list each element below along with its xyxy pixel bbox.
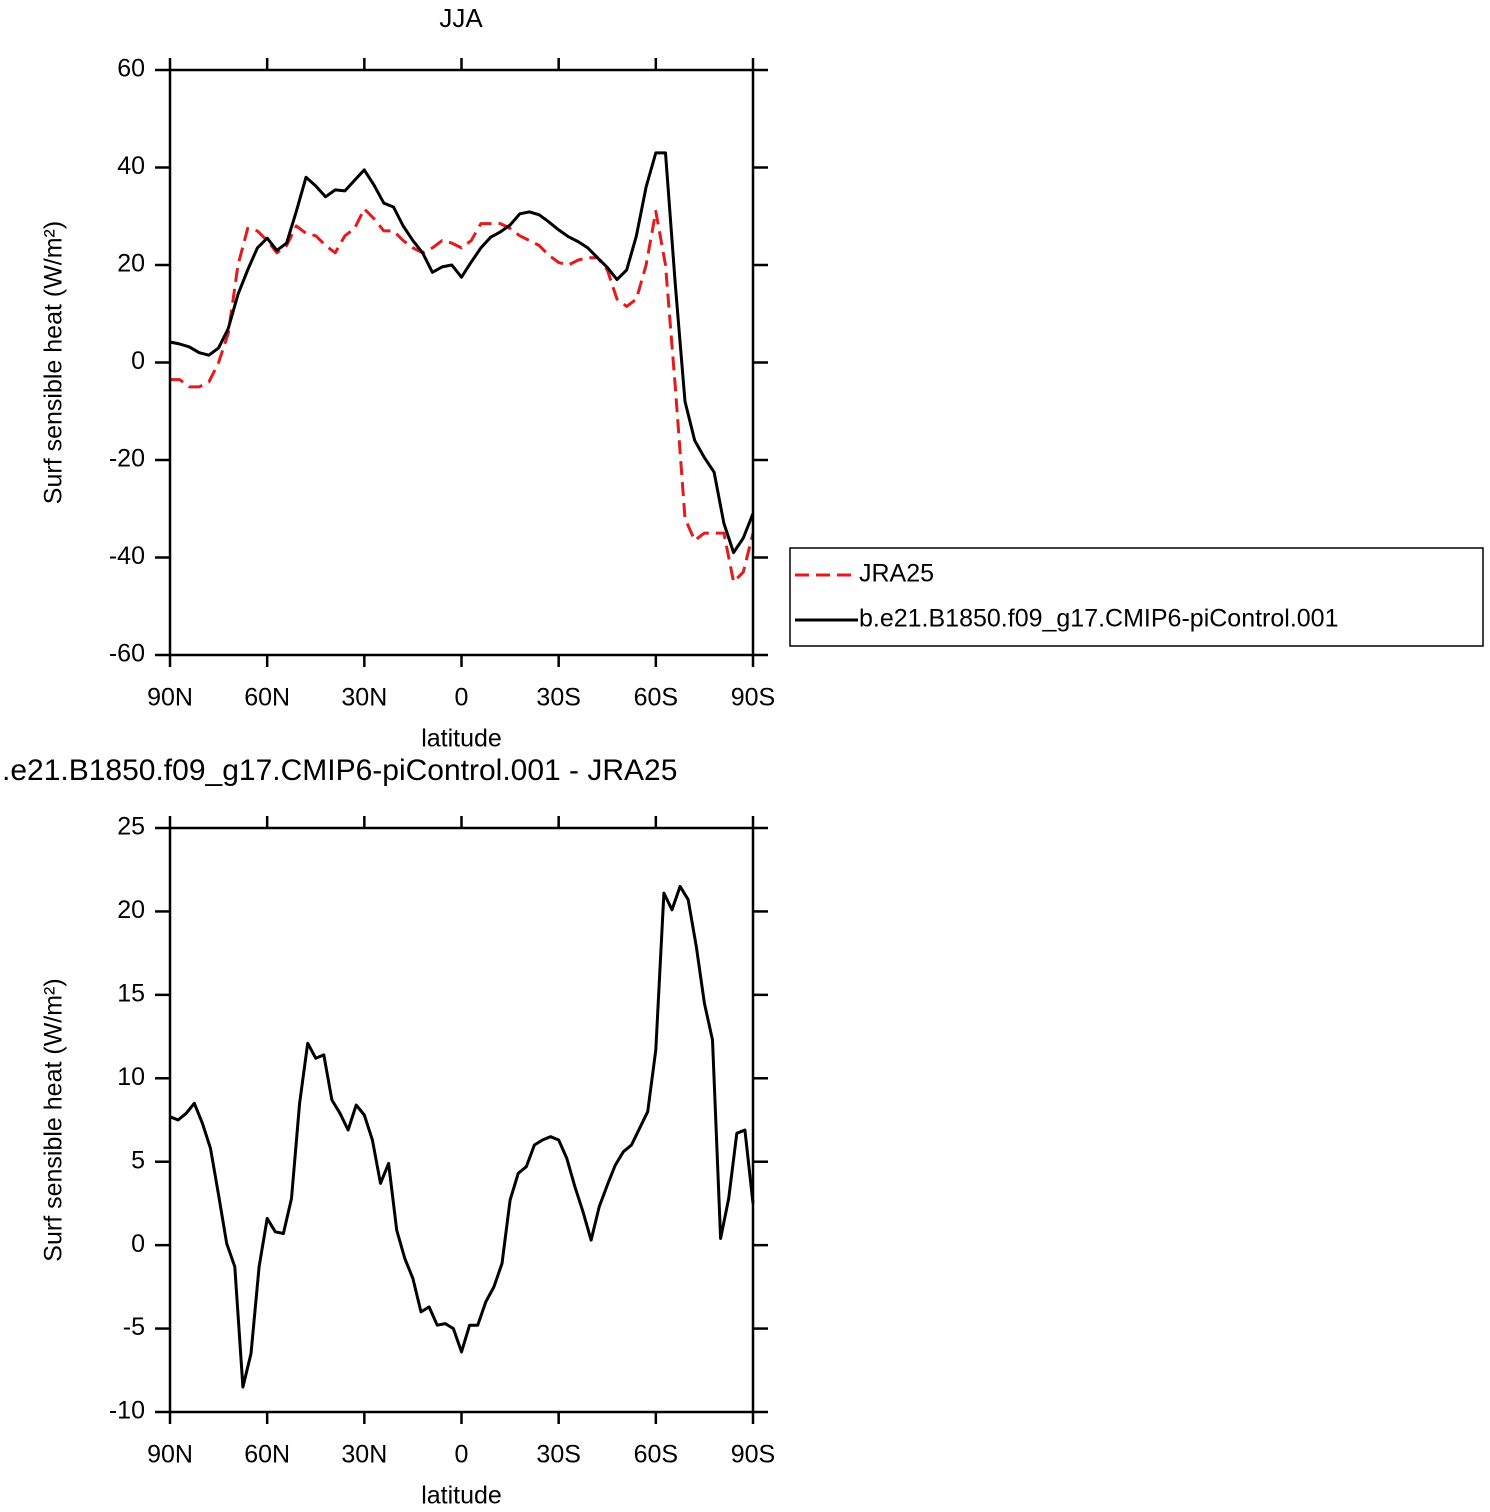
y-axis-label: Surf sensible heat (W/m²)	[40, 978, 68, 1261]
y-tick-label: 10	[117, 1063, 145, 1091]
x-tick-label: 90N	[147, 684, 193, 712]
x-tick-label: 90S	[731, 684, 775, 712]
data-line	[169, 884, 755, 1389]
y-tick-label: -5	[123, 1313, 145, 1341]
x-axis-label: latitude	[421, 1482, 502, 1510]
x-tick-label: 60N	[244, 684, 290, 712]
chart-title: .e21.B1850.f09_g17.CMIP6-piControl.001 -…	[2, 754, 677, 787]
x-tick-label: 30N	[341, 1441, 387, 1469]
y-axis-label: Surf sensible heat (W/m²)	[40, 221, 68, 504]
legend-box	[789, 547, 1484, 647]
x-tick-label: 90N	[147, 1441, 193, 1469]
y-tick-label: -40	[109, 542, 145, 570]
y-tick-label: 5	[131, 1146, 145, 1174]
y-tick-label: -10	[109, 1397, 145, 1425]
x-tick-label: 0	[455, 684, 469, 712]
legend-label: JRA25	[859, 560, 934, 588]
y-tick-label: 15	[117, 979, 145, 1007]
plot-frame	[168, 68, 755, 657]
data-line	[169, 151, 755, 555]
x-axis-label: latitude	[421, 725, 502, 753]
data-line	[170, 207, 755, 584]
x-tick-label: 60S	[634, 684, 678, 712]
x-tick-label: 0	[455, 1441, 469, 1469]
y-tick-label: 20	[117, 250, 145, 278]
y-tick-label: -60	[109, 640, 145, 668]
x-tick-label: 30N	[341, 684, 387, 712]
y-tick-label: 0	[131, 1230, 145, 1258]
x-tick-label: 30S	[536, 1441, 580, 1469]
y-tick-label: 0	[131, 347, 145, 375]
x-tick-label: 90S	[731, 1441, 775, 1469]
plot-frame	[168, 826, 755, 1414]
x-tick-label: 60N	[244, 1441, 290, 1469]
y-tick-label: 40	[117, 152, 145, 180]
y-tick-label: 25	[117, 813, 145, 841]
y-tick-label: -20	[109, 445, 145, 473]
y-tick-label: 60	[117, 55, 145, 83]
y-tick-label: 20	[117, 896, 145, 924]
chart-title: JJA	[439, 3, 483, 33]
legend-label: b.e21.B1850.f09_g17.CMIP6-piControl.001	[859, 605, 1339, 633]
x-tick-label: 30S	[536, 684, 580, 712]
x-tick-label: 60S	[634, 1441, 678, 1469]
